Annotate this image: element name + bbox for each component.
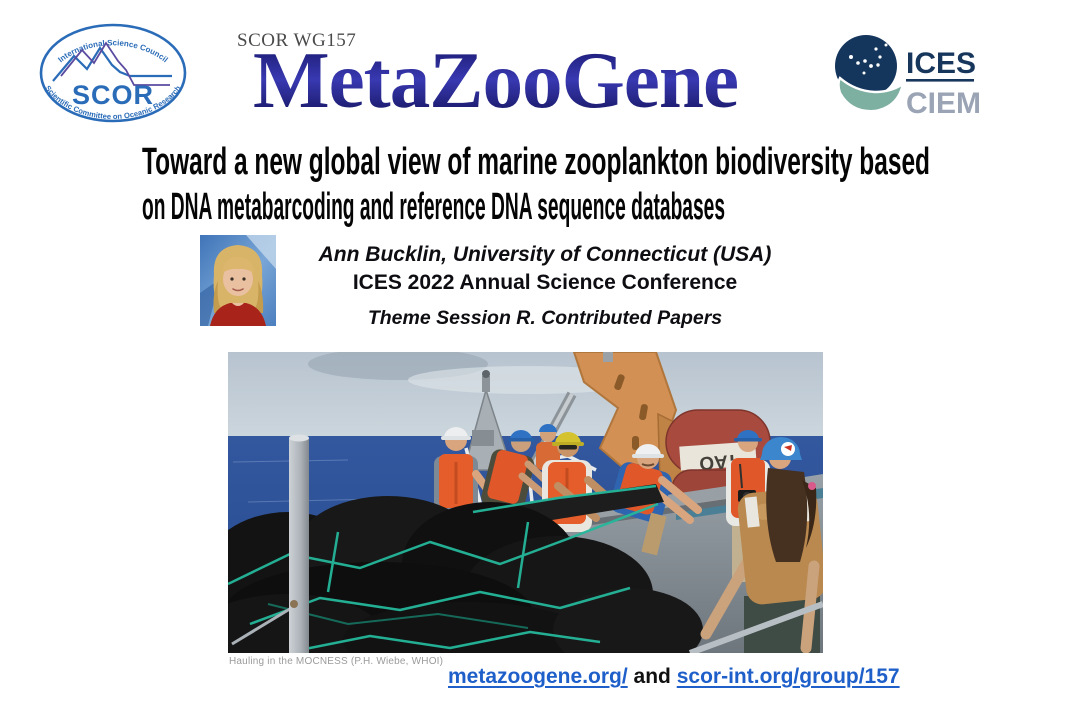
- photo-caption: Hauling in the MOCNESS (P.H. Wiebe, WHOI…: [229, 656, 444, 667]
- crew-member-foreground-woman: [688, 437, 823, 653]
- speaker-name-line: Ann Bucklin, University of Connecticut (…: [318, 243, 772, 266]
- ices-divider: [906, 79, 974, 82]
- ciem-wordmark: CIEM: [906, 87, 981, 120]
- title-line-1: Toward a new global view of marine zoopl…: [142, 141, 930, 183]
- and-text: and: [633, 665, 671, 688]
- ices-logo: ICES CIEM: [835, 35, 981, 120]
- deck-pole: [231, 434, 309, 653]
- ices-wave: [837, 76, 905, 113]
- ices-wordmark: ICES: [906, 47, 976, 80]
- scor-logo: International Science Council Scientific…: [39, 23, 187, 123]
- session-line: Theme Session R. Contributed Papers: [367, 307, 723, 329]
- footer-links: metazoogene.org/ and scor-int.org/group/…: [448, 664, 900, 690]
- scor-group-link[interactable]: scor-int.org/group/157: [676, 665, 900, 688]
- scor-wg157-label: SCOR WG157: [237, 30, 356, 52]
- conference-line: ICES 2022 Annual Science Conference: [352, 271, 738, 294]
- ices-globe: [835, 35, 897, 97]
- speaker-block: Ann Bucklin, University of Connecticut (…: [285, 241, 805, 331]
- ices-star-dots: [849, 43, 888, 75]
- scor-ellipse: [39, 23, 187, 123]
- mocness-photo: TAO: [228, 352, 823, 653]
- scor-mountain-line-purple: [60, 41, 170, 86]
- speaker-headshot: [200, 235, 276, 326]
- metazoogene-logo-title: MetaZooGene: [253, 37, 739, 125]
- slide-title: Toward a new global view of marine zoopl…: [142, 140, 1075, 230]
- scor-acronym: SCOR: [72, 80, 154, 110]
- title-line-2: on DNA metabarcoding and reference DNA s…: [142, 186, 725, 228]
- metazoogene-link[interactable]: metazoogene.org/: [448, 665, 628, 688]
